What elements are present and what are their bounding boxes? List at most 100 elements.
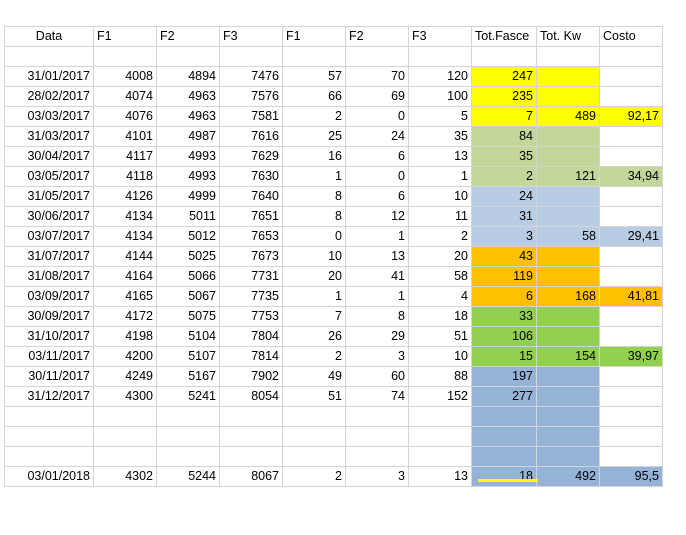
cell-f1[interactable]: 4134 — [93, 206, 157, 227]
cell-tot-fasce[interactable]: 43 — [471, 246, 537, 267]
cell-f3[interactable]: 8054 — [219, 386, 283, 407]
cell-f2[interactable]: 4993 — [156, 146, 220, 167]
cell-f2-delta[interactable]: 6 — [345, 186, 409, 207]
cell-f2-delta[interactable]: 0 — [345, 106, 409, 127]
cell-f1-delta[interactable] — [282, 406, 346, 427]
cell-tot-kw[interactable]: 492 — [536, 466, 600, 487]
cell-f2[interactable]: 5241 — [156, 386, 220, 407]
header-cell-tot-kw[interactable]: Tot. Kw — [536, 26, 600, 47]
cell-f2[interactable]: 5244 — [156, 466, 220, 487]
header-cell-f2-delta[interactable]: F2 — [345, 26, 409, 47]
cell-date[interactable]: 31/05/2017 — [4, 186, 94, 207]
cell-f3[interactable] — [219, 406, 283, 427]
cell-tot-fasce[interactable]: 7 — [471, 106, 537, 127]
cell-tot-kw[interactable] — [536, 326, 600, 347]
cell-f3-delta[interactable]: 100 — [408, 86, 472, 107]
cell-f1-delta[interactable]: 26 — [282, 326, 346, 347]
cell-costo[interactable]: 95,5 — [599, 466, 663, 487]
cell-f1-delta[interactable]: 25 — [282, 126, 346, 147]
cell-tot-kw[interactable] — [536, 146, 600, 167]
cell-f3[interactable]: 7651 — [219, 206, 283, 227]
cell-f3[interactable]: 7653 — [219, 226, 283, 247]
cell-f1[interactable]: 4200 — [93, 346, 157, 367]
cell-tot-kw[interactable] — [536, 266, 600, 287]
cell-tot-fasce[interactable]: 3 — [471, 226, 537, 247]
cell-f2-delta[interactable]: 1 — [345, 286, 409, 307]
cell-f2[interactable]: 5066 — [156, 266, 220, 287]
cell-f1[interactable]: 4101 — [93, 126, 157, 147]
cell-f2-delta[interactable]: 13 — [345, 246, 409, 267]
cell-costo[interactable] — [599, 86, 663, 107]
cell-f1[interactable]: 4144 — [93, 246, 157, 267]
cell-f1-delta[interactable]: 2 — [282, 106, 346, 127]
cell-f3[interactable]: 7902 — [219, 366, 283, 387]
cell-f3[interactable] — [219, 426, 283, 447]
cell-tot-kw[interactable]: 154 — [536, 346, 600, 367]
cell-f3[interactable]: 7804 — [219, 326, 283, 347]
cell-f3[interactable]: 7673 — [219, 246, 283, 267]
cell-f2[interactable]: 4993 — [156, 166, 220, 187]
cell-f1-delta[interactable]: 66 — [282, 86, 346, 107]
empty-cell[interactable] — [282, 46, 346, 67]
cell-tot-fasce[interactable]: 18 — [471, 466, 537, 487]
header-cell-f1-delta[interactable]: F1 — [282, 26, 346, 47]
cell-costo[interactable] — [599, 246, 663, 267]
cell-date[interactable]: 31/07/2017 — [4, 246, 94, 267]
cell-f2[interactable]: 5025 — [156, 246, 220, 267]
cell-costo[interactable] — [599, 206, 663, 227]
cell-f1[interactable]: 4134 — [93, 226, 157, 247]
cell-f1-delta[interactable]: 1 — [282, 166, 346, 187]
cell-tot-kw[interactable] — [536, 366, 600, 387]
cell-f1-delta[interactable]: 8 — [282, 206, 346, 227]
cell-f1-delta[interactable]: 51 — [282, 386, 346, 407]
cell-f2-delta[interactable]: 69 — [345, 86, 409, 107]
cell-costo[interactable] — [599, 266, 663, 287]
cell-tot-fasce[interactable]: 106 — [471, 326, 537, 347]
cell-f2-delta[interactable] — [345, 446, 409, 467]
cell-tot-fasce[interactable]: 15 — [471, 346, 537, 367]
empty-cell[interactable] — [599, 46, 663, 67]
cell-f2[interactable]: 5075 — [156, 306, 220, 327]
header-cell-costo[interactable]: Costo — [599, 26, 663, 47]
cell-f3-delta[interactable]: 58 — [408, 266, 472, 287]
cell-f3[interactable]: 7616 — [219, 126, 283, 147]
header-cell-data[interactable]: Data — [4, 26, 94, 47]
cell-costo[interactable] — [599, 406, 663, 427]
cell-tot-kw[interactable] — [536, 426, 600, 447]
cell-tot-fasce[interactable]: 119 — [471, 266, 537, 287]
cell-tot-kw[interactable] — [536, 246, 600, 267]
cell-tot-fasce[interactable]: 35 — [471, 146, 537, 167]
cell-f1[interactable]: 4074 — [93, 86, 157, 107]
cell-f2-delta[interactable]: 70 — [345, 66, 409, 87]
cell-f1[interactable]: 4249 — [93, 366, 157, 387]
cell-f2-delta[interactable]: 3 — [345, 466, 409, 487]
cell-tot-kw[interactable]: 121 — [536, 166, 600, 187]
cell-f1-delta[interactable]: 2 — [282, 466, 346, 487]
cell-f3[interactable]: 7576 — [219, 86, 283, 107]
cell-date[interactable] — [4, 446, 94, 467]
cell-tot-fasce[interactable] — [471, 446, 537, 467]
header-cell-f2[interactable]: F2 — [156, 26, 220, 47]
header-cell-f3[interactable]: F3 — [219, 26, 283, 47]
cell-tot-fasce[interactable] — [471, 426, 537, 447]
cell-tot-kw[interactable] — [536, 446, 600, 467]
cell-date[interactable]: 31/01/2017 — [4, 66, 94, 87]
cell-costo[interactable]: 34,94 — [599, 166, 663, 187]
cell-f1[interactable] — [93, 446, 157, 467]
cell-tot-fasce[interactable] — [471, 406, 537, 427]
cell-tot-kw[interactable]: 489 — [536, 106, 600, 127]
cell-f1-delta[interactable]: 8 — [282, 186, 346, 207]
cell-f3[interactable]: 7630 — [219, 166, 283, 187]
cell-f3-delta[interactable]: 2 — [408, 226, 472, 247]
header-cell-f1[interactable]: F1 — [93, 26, 157, 47]
cell-costo[interactable]: 92,17 — [599, 106, 663, 127]
cell-date[interactable]: 03/01/2018 — [4, 466, 94, 487]
cell-date[interactable]: 31/03/2017 — [4, 126, 94, 147]
cell-f2-delta[interactable]: 6 — [345, 146, 409, 167]
cell-f2-delta[interactable]: 0 — [345, 166, 409, 187]
cell-f1-delta[interactable]: 7 — [282, 306, 346, 327]
cell-f3[interactable]: 7735 — [219, 286, 283, 307]
empty-cell[interactable] — [408, 46, 472, 67]
cell-tot-kw[interactable]: 58 — [536, 226, 600, 247]
cell-f2-delta[interactable]: 74 — [345, 386, 409, 407]
